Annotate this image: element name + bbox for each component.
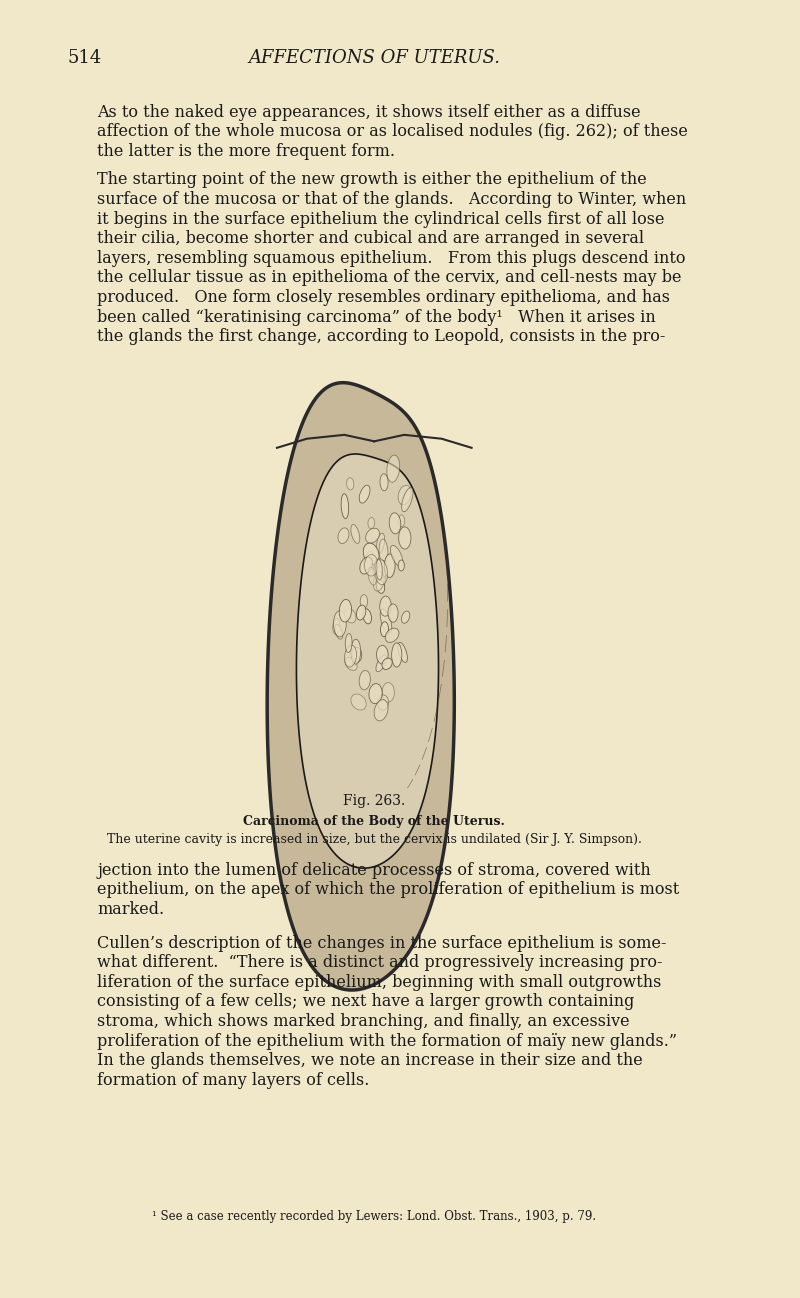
Ellipse shape xyxy=(402,488,413,511)
Ellipse shape xyxy=(351,524,360,544)
Ellipse shape xyxy=(374,571,384,591)
Ellipse shape xyxy=(377,533,385,553)
Ellipse shape xyxy=(334,611,346,637)
Ellipse shape xyxy=(382,658,392,670)
Ellipse shape xyxy=(380,474,388,491)
Ellipse shape xyxy=(351,694,366,710)
Text: The uterine cavity is increased in size, but the cervix is undilated (Sir J. Y. : The uterine cavity is increased in size,… xyxy=(107,833,642,846)
Ellipse shape xyxy=(339,600,351,622)
Ellipse shape xyxy=(379,539,388,565)
Text: AFFECTIONS OF UTERUS.: AFFECTIONS OF UTERUS. xyxy=(248,49,500,67)
PathPatch shape xyxy=(297,454,438,868)
Ellipse shape xyxy=(333,618,340,635)
Ellipse shape xyxy=(360,557,373,574)
Ellipse shape xyxy=(398,559,405,571)
Ellipse shape xyxy=(363,609,371,624)
Ellipse shape xyxy=(381,622,389,637)
Text: Cullen’s description of the changes in the surface epithelium is some-
what diff: Cullen’s description of the changes in t… xyxy=(98,935,678,1089)
Ellipse shape xyxy=(345,609,356,623)
Text: As to the naked eye appearances, it shows itself either as a diffuse
affection o: As to the naked eye appearances, it show… xyxy=(98,104,688,160)
Ellipse shape xyxy=(352,648,362,662)
Ellipse shape xyxy=(384,554,395,578)
Ellipse shape xyxy=(382,683,394,702)
Ellipse shape xyxy=(374,700,388,720)
Ellipse shape xyxy=(359,670,370,689)
Text: ¹ See a case recently recorded by Lewers: Lond. Obst. Trans., 1903, p. 79.: ¹ See a case recently recorded by Lewers… xyxy=(152,1210,596,1223)
Ellipse shape xyxy=(365,554,378,576)
Ellipse shape xyxy=(386,628,399,643)
Ellipse shape xyxy=(341,493,349,519)
Ellipse shape xyxy=(378,694,389,710)
Ellipse shape xyxy=(376,559,382,580)
Ellipse shape xyxy=(386,456,400,483)
Ellipse shape xyxy=(376,655,386,671)
Ellipse shape xyxy=(346,478,354,489)
Ellipse shape xyxy=(360,594,368,609)
Text: The starting point of the new growth is either the epithelium of the
surface of : The starting point of the new growth is … xyxy=(98,171,686,345)
Ellipse shape xyxy=(334,624,342,639)
Ellipse shape xyxy=(380,609,392,633)
Ellipse shape xyxy=(390,513,401,533)
Ellipse shape xyxy=(402,611,410,623)
Ellipse shape xyxy=(390,545,403,566)
Ellipse shape xyxy=(368,518,374,528)
Ellipse shape xyxy=(373,561,388,579)
Ellipse shape xyxy=(346,633,352,653)
Ellipse shape xyxy=(398,485,411,505)
Ellipse shape xyxy=(388,604,398,622)
Ellipse shape xyxy=(357,605,366,620)
PathPatch shape xyxy=(267,383,454,990)
Ellipse shape xyxy=(376,566,386,588)
Ellipse shape xyxy=(377,645,388,665)
Ellipse shape xyxy=(351,640,361,665)
Ellipse shape xyxy=(359,485,370,504)
Ellipse shape xyxy=(345,658,357,670)
Ellipse shape xyxy=(398,527,411,549)
Ellipse shape xyxy=(374,558,387,584)
Ellipse shape xyxy=(369,684,382,704)
Text: Carcinoma of the Body of the Uterus.: Carcinoma of the Body of the Uterus. xyxy=(243,815,506,828)
Text: Fig. 263.: Fig. 263. xyxy=(343,794,406,809)
Ellipse shape xyxy=(366,528,379,543)
Ellipse shape xyxy=(380,596,391,617)
Ellipse shape xyxy=(363,550,373,571)
Ellipse shape xyxy=(376,580,385,593)
Text: 514: 514 xyxy=(67,49,102,67)
Ellipse shape xyxy=(368,567,376,585)
Ellipse shape xyxy=(363,543,379,565)
Ellipse shape xyxy=(338,528,349,544)
Ellipse shape xyxy=(398,515,405,527)
Ellipse shape xyxy=(392,643,402,667)
Ellipse shape xyxy=(398,643,407,662)
Ellipse shape xyxy=(345,645,357,667)
Polygon shape xyxy=(355,740,393,772)
Text: jection into the lumen of delicate processes of stroma, covered with
epithelium,: jection into the lumen of delicate proce… xyxy=(98,862,679,918)
